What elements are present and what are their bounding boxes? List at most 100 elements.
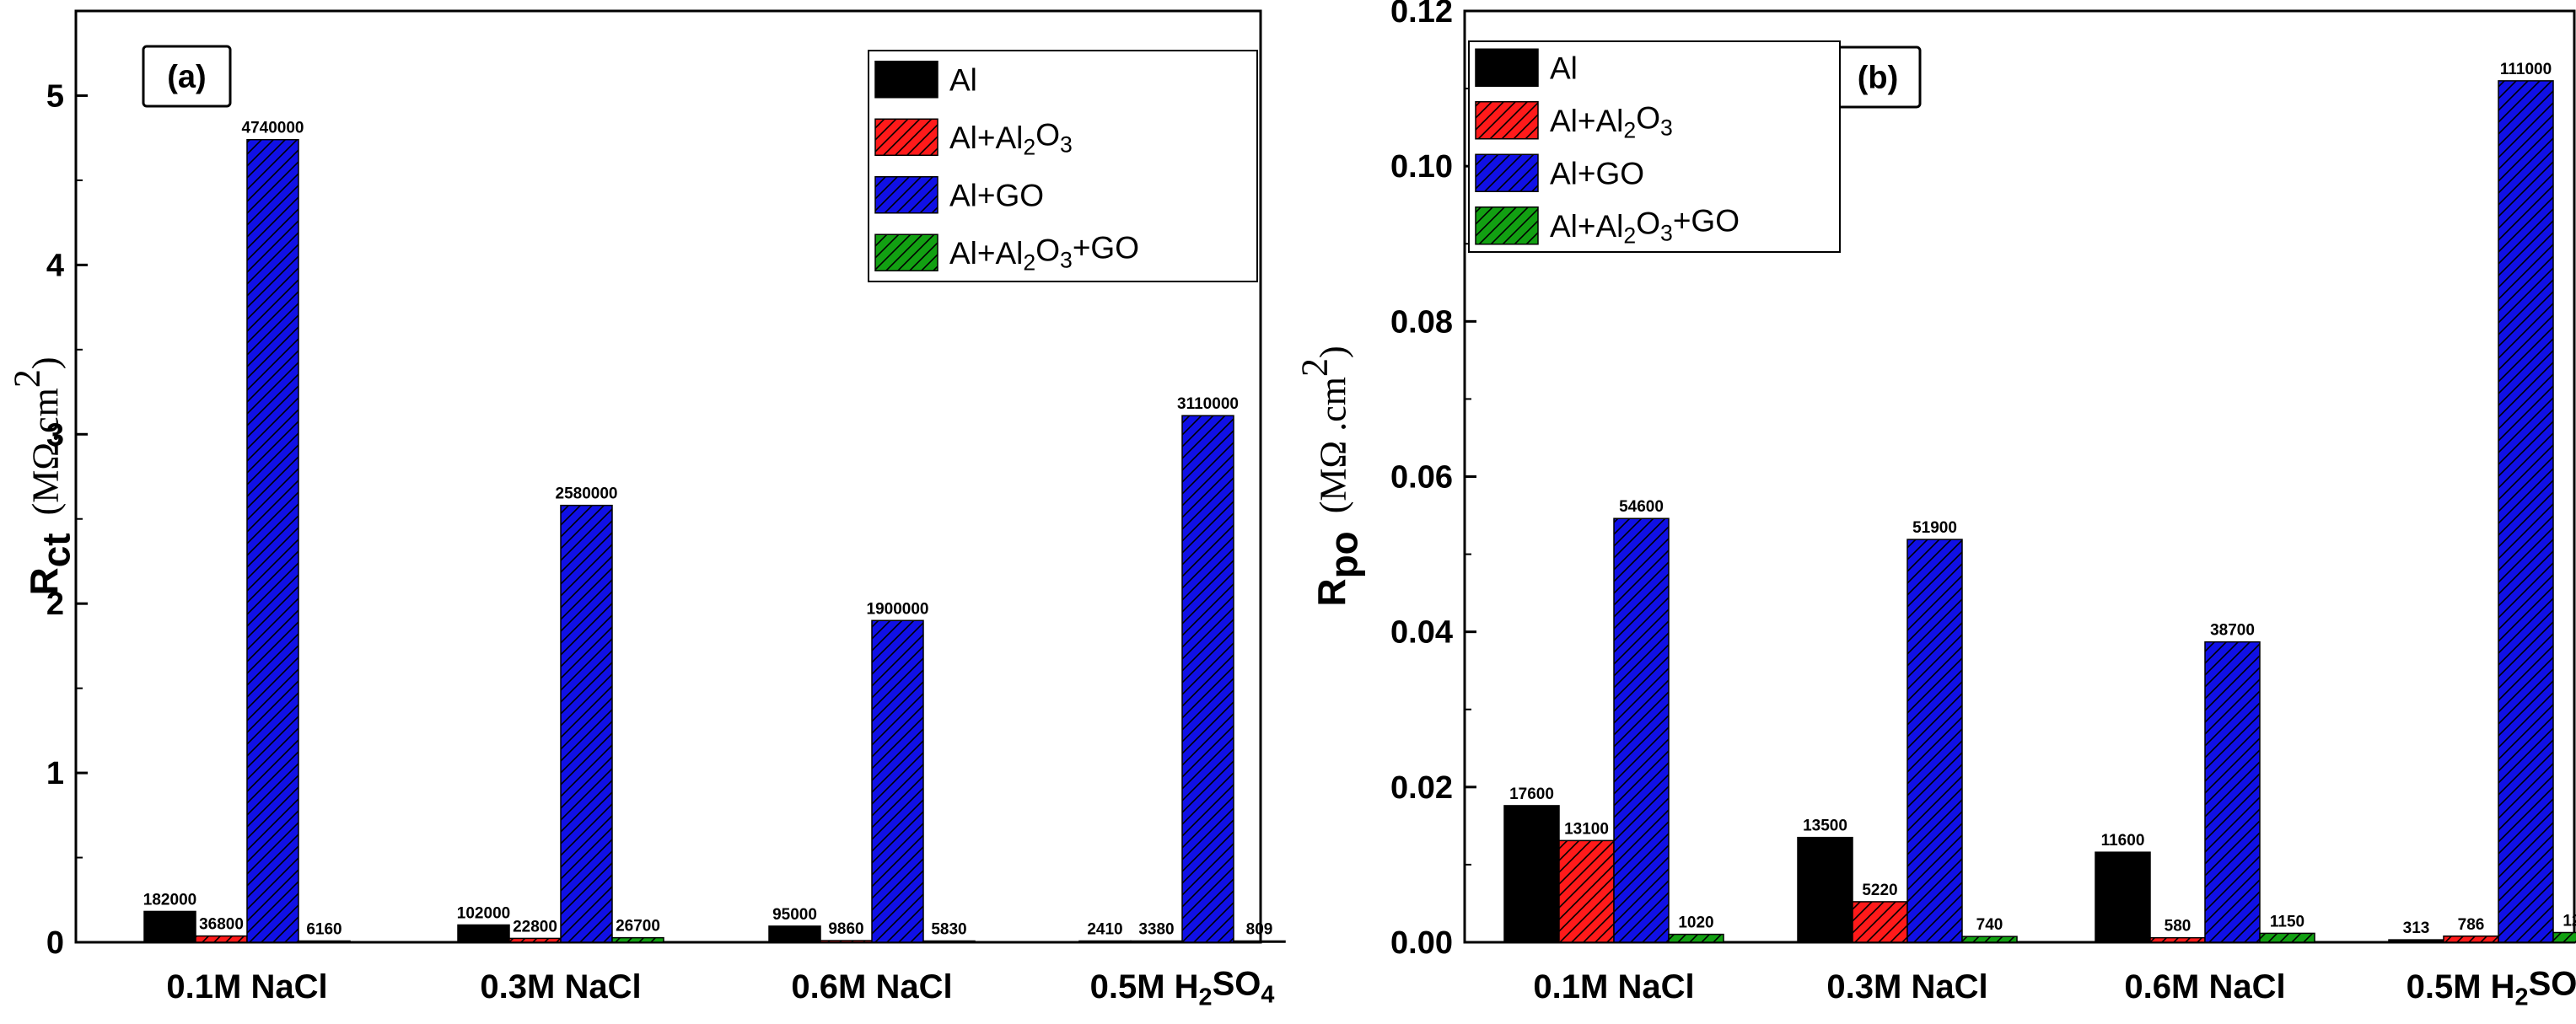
y-tick-label: 0.08 <box>1390 304 1453 340</box>
data-label: 313 <box>2403 919 2430 937</box>
panel-tag: (a) <box>167 60 206 95</box>
data-label: 1150 <box>2270 913 2304 930</box>
legend-entry: Al+GO <box>1550 156 1644 190</box>
data-label: 5830 <box>931 921 966 939</box>
bar <box>820 940 873 943</box>
data-label: 740 <box>1976 916 2003 934</box>
bar <box>1558 839 1615 943</box>
y-axis-title: Rpo (MΩ .cm2) <box>1294 346 1366 606</box>
data-label: 3380 <box>1138 921 1174 939</box>
legend-entry: Al <box>1550 51 1578 85</box>
bar <box>1852 901 1908 943</box>
bar <box>246 138 299 943</box>
y-tick-label: 0.04 <box>1390 615 1453 651</box>
data-label: 54600 <box>1619 498 1664 516</box>
category-label: 0.6M NaCl <box>2124 968 2285 1005</box>
data-label: 22800 <box>513 918 557 936</box>
legend-swatch <box>874 61 938 99</box>
category-label: 0.5M H2SO4 <box>1090 966 1275 1011</box>
data-label: 4740000 <box>242 120 304 137</box>
data-label: 95000 <box>772 906 817 924</box>
legend-entry: Al+Al2O3 <box>949 118 1073 160</box>
y-tick-label: 0.00 <box>1390 925 1453 961</box>
data-label: 111000 <box>2500 61 2552 78</box>
bar <box>560 504 613 943</box>
legend-entry: Al+Al2O3 <box>1550 101 1673 143</box>
legend-entry: Al+GO <box>949 178 1044 212</box>
data-label: 786 <box>2458 916 2485 934</box>
bar <box>143 910 196 943</box>
bar <box>1181 415 1234 943</box>
chart-b: 0.00 0.02 0.04 0.06 0.08 0.10 0.12 17600 13500 11… <box>1294 0 2576 1011</box>
chart-a: 0 1 2 3 4 5 182000 102000 95000 2410 36800 22800 986… <box>7 9 1286 1011</box>
bar <box>2552 931 2576 943</box>
bar <box>457 924 510 943</box>
data-label: 1250 <box>2563 912 2576 930</box>
y-axis-title: Rct (MΩ.cm2) <box>7 357 78 595</box>
data-label: 5220 <box>1862 882 1897 899</box>
bar <box>1613 517 1670 943</box>
data-label: 38700 <box>2210 622 2255 640</box>
data-label: 2580000 <box>556 485 618 503</box>
data-label: 26700 <box>616 918 660 936</box>
bar <box>2388 939 2444 943</box>
category-label: 0.1M NaCl <box>1533 968 1694 1005</box>
y-tick-label: 1 <box>46 756 64 791</box>
y-tick-label: 0.12 <box>1390 0 1453 29</box>
bar <box>2443 936 2499 943</box>
data-label: 2410 <box>1087 921 1122 939</box>
bar <box>1233 940 1286 943</box>
legend-swatch <box>1475 48 1539 87</box>
bar <box>1130 940 1183 943</box>
legend-swatch <box>1475 206 1539 245</box>
category-label: 0.3M NaCl <box>480 968 641 1005</box>
y-tick-label: 0 <box>46 925 64 961</box>
legend-entry: Al+Al2O3+GO <box>1550 204 1740 249</box>
data-label: 13100 <box>1564 820 1609 838</box>
data-label: 1020 <box>1678 914 1713 932</box>
bar <box>2149 936 2206 943</box>
legend-entry: Al+Al2O3+GO <box>949 231 1139 276</box>
data-label: 9860 <box>828 920 863 938</box>
bar <box>2204 641 2261 943</box>
bar <box>1797 836 1853 943</box>
bar <box>1961 936 2018 943</box>
legend-swatch <box>1475 101 1539 140</box>
bar <box>298 940 351 943</box>
y-tick-label: 0.02 <box>1390 770 1453 806</box>
data-label: 182000 <box>143 891 196 909</box>
panel-tag-box <box>142 45 232 108</box>
y-tick-label: 0.06 <box>1390 460 1453 496</box>
data-label: 11600 <box>2101 832 2145 850</box>
y-tick-label: 0.10 <box>1390 149 1453 185</box>
legend-swatch <box>874 176 938 214</box>
data-label: 36800 <box>199 916 244 934</box>
bar <box>1078 940 1132 943</box>
bar <box>871 619 924 943</box>
y-tick-label: 2 <box>46 587 64 622</box>
bar <box>2259 932 2315 943</box>
legend-swatch <box>874 118 938 156</box>
category-label: 0.3M NaCl <box>1826 968 1987 1005</box>
bar <box>768 925 821 943</box>
data-label: 13500 <box>1803 818 1847 835</box>
plot-frame <box>74 9 1262 944</box>
category-label: 0.6M NaCl <box>791 968 952 1005</box>
category-label: 0.5M H2SO4 <box>2407 966 2576 1011</box>
data-label: 102000 <box>457 905 510 923</box>
data-label: 809 <box>1246 921 1273 939</box>
y-tick-label: 5 <box>46 78 64 114</box>
data-label: 17600 <box>1509 785 1554 803</box>
data-label: 51900 <box>1912 519 1957 537</box>
legend-swatch <box>1475 153 1539 192</box>
bar <box>2095 851 2151 943</box>
bar <box>922 940 976 943</box>
bar <box>1668 933 1724 943</box>
legend-entry: Al <box>949 62 977 97</box>
bar <box>2498 80 2554 943</box>
legend-swatch <box>874 233 938 271</box>
data-label: 3110000 <box>1177 395 1239 413</box>
data-label: 6160 <box>306 921 341 939</box>
data-label: 580 <box>2165 918 2191 936</box>
